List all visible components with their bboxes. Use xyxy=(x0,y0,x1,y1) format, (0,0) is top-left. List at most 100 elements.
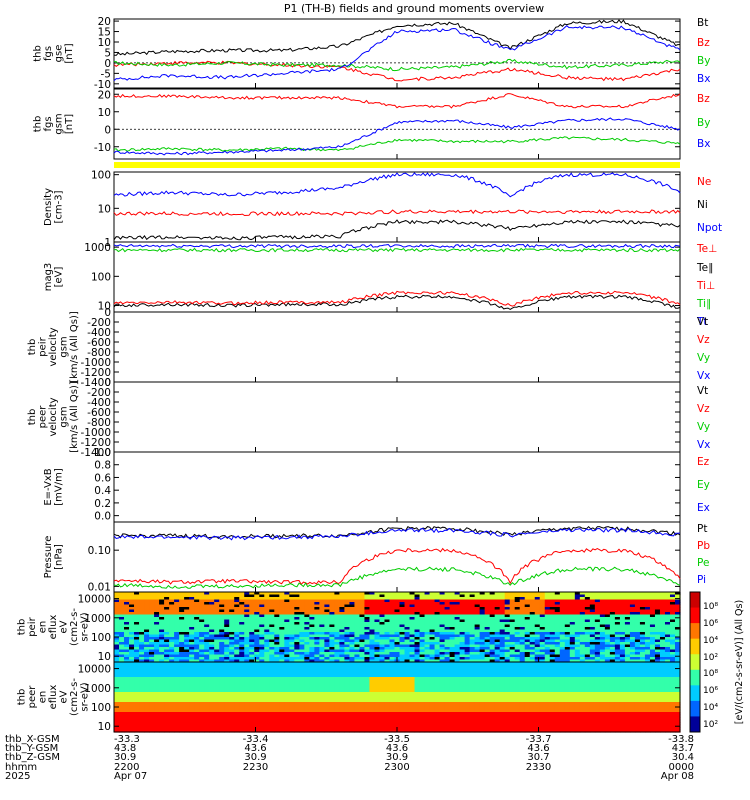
heatmap-cell xyxy=(219,642,225,646)
heatmap-cell xyxy=(644,599,651,603)
heatmap-cell xyxy=(644,679,651,683)
heatmap-cell xyxy=(559,617,566,621)
heatmap-cell xyxy=(444,669,451,673)
heatmap-cell xyxy=(314,669,320,673)
heatmap-cell xyxy=(394,624,401,628)
heatmap-cell xyxy=(639,597,646,601)
heatmap-cell xyxy=(589,647,596,651)
heatmap-cell xyxy=(309,649,315,653)
heatmap-cell xyxy=(659,642,666,646)
heatmap-cell xyxy=(169,692,175,696)
heatmap-cell xyxy=(404,624,411,628)
heatmap-cell xyxy=(524,592,531,596)
y-label-line: [eV] xyxy=(53,267,64,288)
heatmap-cell xyxy=(409,684,416,688)
heatmap-cell xyxy=(509,692,516,696)
heatmap-cell xyxy=(239,682,245,686)
heatmap-cell xyxy=(304,652,310,656)
heatmap-cell xyxy=(329,637,335,641)
heatmap-cell xyxy=(279,657,285,661)
heatmap-cell xyxy=(384,642,391,646)
heatmap-cell xyxy=(154,592,160,596)
heatmap-cell xyxy=(154,694,160,698)
heatmap-cell xyxy=(259,632,265,636)
heatmap-cell xyxy=(209,619,215,623)
heatmap-cell xyxy=(664,679,671,683)
heatmap-cell xyxy=(194,614,200,618)
heatmap-cell xyxy=(549,602,556,606)
heatmap-cell xyxy=(659,652,666,656)
heatmap-cell xyxy=(479,659,486,663)
heatmap-cell xyxy=(394,599,401,603)
heatmap-cell xyxy=(574,617,581,621)
heatmap-cell xyxy=(334,609,340,613)
heatmap-cell xyxy=(494,614,501,618)
heatmap-cell xyxy=(189,644,195,648)
heatmap-cell xyxy=(584,687,591,691)
heatmap-cell xyxy=(399,654,406,658)
heatmap-cell xyxy=(199,652,205,656)
heatmap-cell xyxy=(664,607,671,611)
heatmap-cell xyxy=(664,597,671,601)
heatmap-cell xyxy=(389,649,396,653)
heatmap-cell xyxy=(509,679,516,683)
heatmap-cell xyxy=(629,692,636,696)
heatmap-cell xyxy=(164,662,170,666)
heatmap-cell xyxy=(389,662,396,666)
heatmap-cell xyxy=(579,652,586,656)
heatmap-cell xyxy=(564,602,571,606)
heatmap-cell xyxy=(324,604,330,608)
heatmap-cell xyxy=(334,624,340,628)
heatmap-cell xyxy=(329,682,335,686)
heatmap-cell xyxy=(184,694,190,698)
heatmap-cell xyxy=(349,607,356,611)
heatmap-cell xyxy=(414,597,421,601)
heatmap-cell xyxy=(309,619,315,623)
heatmap-cell xyxy=(124,597,130,601)
heatmap-cell xyxy=(424,689,431,693)
heatmap-cell xyxy=(654,657,661,661)
heatmap-cell xyxy=(519,687,526,691)
heatmap-cell xyxy=(369,614,376,618)
heatmap-cell xyxy=(254,669,260,673)
heatmap-cell xyxy=(379,669,386,673)
heatmap-cell xyxy=(529,604,536,608)
heatmap-cell xyxy=(479,689,486,693)
heatmap-cell xyxy=(274,654,280,658)
heatmap-cell xyxy=(239,622,245,626)
heatmap-cell xyxy=(664,657,671,661)
heatmap-cell xyxy=(414,664,421,668)
heatmap-cell xyxy=(379,652,386,656)
heatmap-cell xyxy=(249,594,255,598)
heatmap-cell xyxy=(559,664,566,668)
heatmap-cell xyxy=(369,644,376,648)
heatmap-cell xyxy=(499,617,506,621)
heatmap-cell xyxy=(214,694,220,698)
heatmap-cell xyxy=(189,614,195,618)
heatmap-cell xyxy=(129,654,135,658)
heatmap-cell xyxy=(329,662,335,666)
heatmap-cell xyxy=(284,664,290,668)
heatmap-cell xyxy=(574,632,581,636)
heatmap-cell xyxy=(594,622,601,626)
heatmap-cell xyxy=(234,607,240,611)
heatmap-cell xyxy=(239,604,245,608)
heatmap-cell xyxy=(459,667,466,671)
heatmap-cell xyxy=(154,609,160,613)
heatmap-cell xyxy=(449,692,456,696)
heatmap-cell xyxy=(419,684,426,688)
heatmap-cell xyxy=(309,679,315,683)
heatmap-cell xyxy=(364,694,371,698)
heatmap-cell xyxy=(344,654,351,658)
heatmap-cell xyxy=(469,609,476,613)
heatmap-cell xyxy=(509,639,516,643)
heatmap-cell xyxy=(449,684,456,688)
heatmap-cell xyxy=(129,617,135,621)
heatmap-cell xyxy=(479,672,486,676)
heatmap-cell xyxy=(224,622,230,626)
heatmap-cell xyxy=(199,637,205,641)
heatmap-cell xyxy=(609,682,616,686)
heatmap-cell xyxy=(159,637,165,641)
heatmap-cell xyxy=(654,662,661,666)
